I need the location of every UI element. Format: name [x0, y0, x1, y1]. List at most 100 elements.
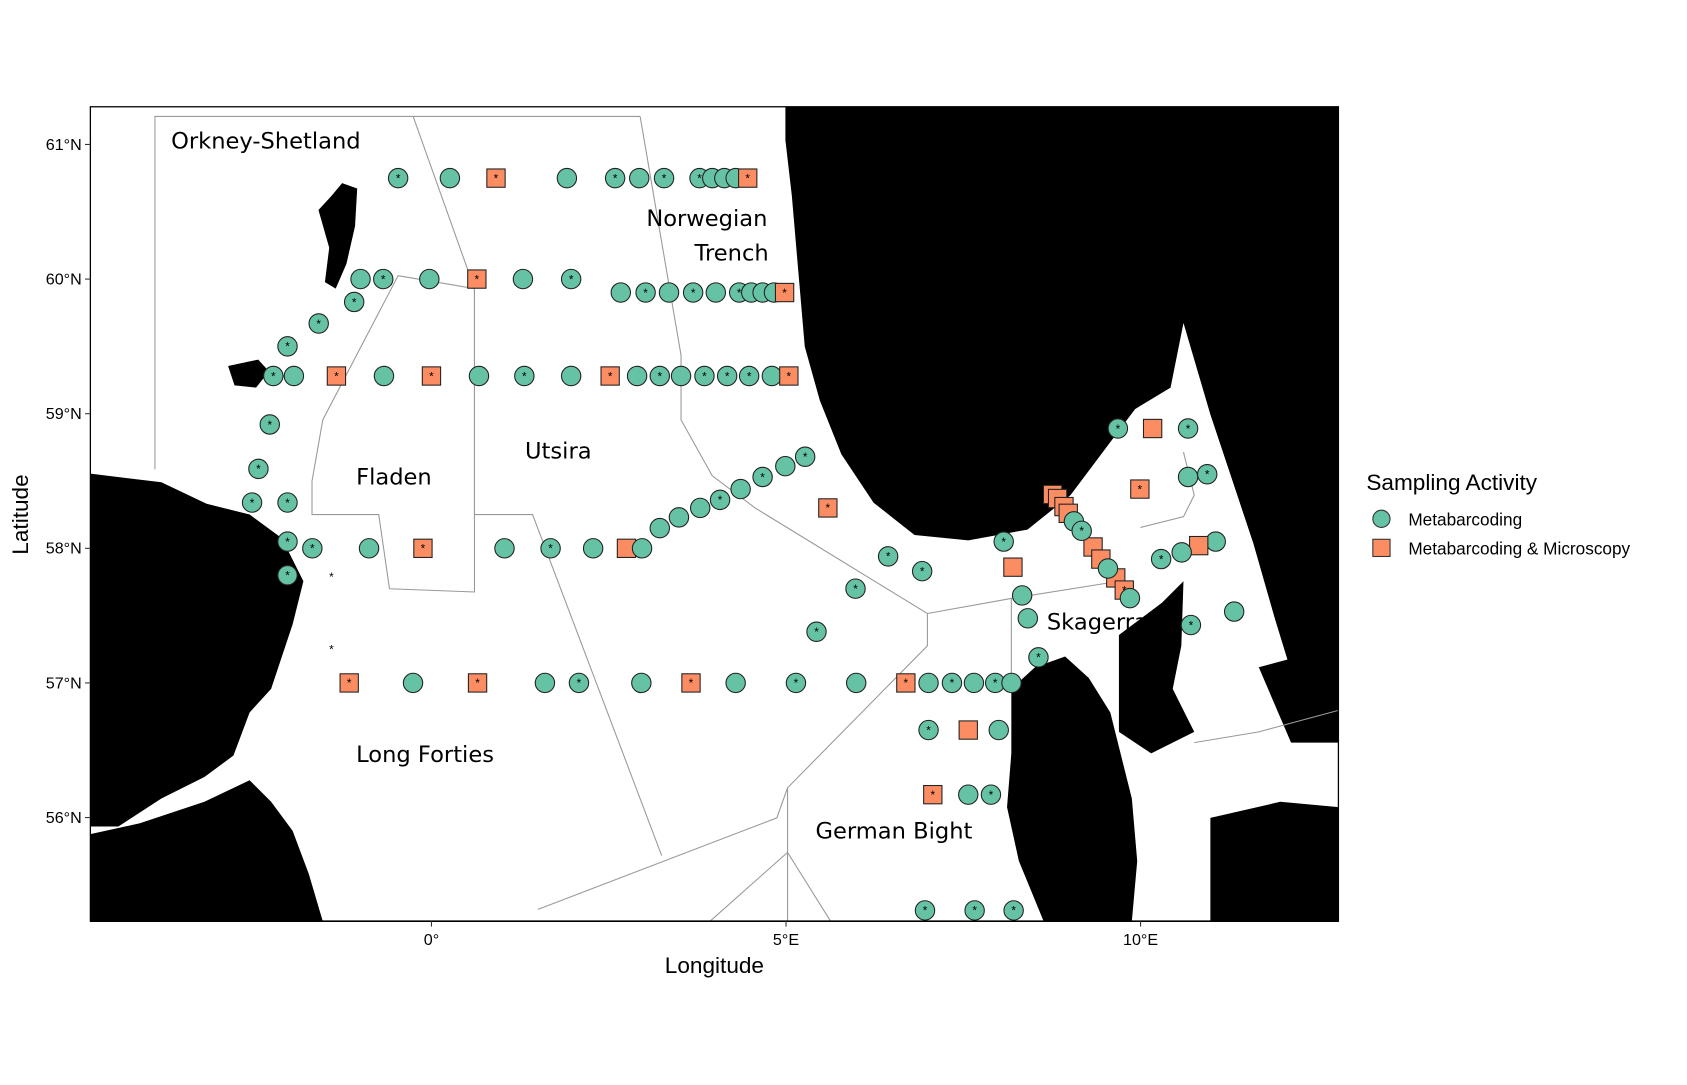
station-metabarcoding	[277, 336, 298, 357]
asterisk-mark: *	[569, 272, 574, 286]
station-metabarcoding	[682, 282, 704, 303]
asterisk-mark: *	[329, 570, 334, 584]
station-metabarcoding	[1119, 587, 1141, 609]
asterisk-mark: *	[250, 496, 255, 510]
station-metabarcoding	[980, 784, 1002, 805]
station-metabarcoding-microscopy	[1130, 479, 1150, 499]
legend-circle-icon	[1372, 509, 1391, 528]
asterisk-mark: *	[475, 272, 480, 286]
station-metabarcoding	[308, 313, 329, 334]
asterisk-mark: *	[697, 171, 702, 185]
station-metabarcoding	[1003, 900, 1024, 921]
station-metabarcoding	[941, 672, 963, 694]
land	[90, 106, 1339, 922]
station-metabarcoding-microscopy	[326, 366, 347, 386]
station-metabarcoding	[752, 466, 773, 488]
x-tick-label: 10°E	[1123, 931, 1158, 949]
asterisk-mark: *	[271, 369, 276, 383]
station-metabarcoding-microscopy	[1189, 535, 1209, 556]
station-metabarcoding	[1171, 542, 1192, 563]
asterisk-mark: *	[347, 676, 352, 690]
asterisk-mark: *	[285, 340, 290, 354]
asterisk-mark: *	[814, 625, 819, 639]
region-label-fladen: Fladen	[356, 464, 432, 490]
asterisk-mark: *	[1011, 904, 1016, 918]
y-tick-label: 60°N	[46, 270, 82, 288]
asterisk-mark: *	[1138, 482, 1143, 496]
station-metabarcoding	[419, 268, 440, 290]
station-metabarcoding	[1071, 520, 1092, 542]
station-metabarcoding-microscopy	[486, 168, 506, 188]
station-metabarcoding	[993, 531, 1014, 552]
station-metabarcoding	[263, 365, 284, 387]
asterisk-mark: *	[285, 535, 290, 549]
station-metabarcoding-microscopy	[896, 673, 916, 693]
land-scandinavia	[785, 106, 1339, 743]
asterisk-mark: *	[886, 550, 891, 564]
station-metabarcoding	[540, 538, 561, 559]
land-jutland-north	[1118, 581, 1195, 754]
station-metabarcoding	[761, 365, 783, 387]
y-tick-label: 57°N	[46, 674, 82, 692]
station-metabarcoding	[709, 489, 731, 511]
region-boundaries	[154, 115, 1339, 922]
y-tick-label: 58°N	[46, 540, 82, 558]
station-metabarcoding	[877, 546, 899, 567]
station-metabarcoding	[283, 365, 305, 387]
station-metabarcoding	[988, 719, 1009, 741]
asterisk-mark: *	[1189, 618, 1194, 632]
station-metabarcoding	[649, 365, 671, 387]
station-metabarcoding-microscopy	[467, 673, 488, 693]
asterisk-mark: *	[475, 676, 480, 690]
asterisk-mark: *	[747, 369, 752, 383]
station-metabarcoding	[918, 672, 939, 694]
station-metabarcoding	[658, 282, 680, 303]
station-metabarcoding	[794, 446, 816, 467]
station-metabarcoding	[775, 455, 796, 477]
station-metabarcoding	[635, 282, 656, 303]
station-metabarcoding	[560, 268, 582, 290]
station-metabarcoding	[964, 900, 985, 921]
station-metabarcoding	[604, 167, 626, 189]
asterisk-mark: *	[853, 582, 858, 596]
region-label-orkney-shetland: Orkney-Shetland	[171, 129, 361, 155]
asterisk-mark: *	[608, 369, 613, 383]
asterisk-mark: *	[826, 501, 831, 515]
station-metabarcoding	[259, 414, 281, 435]
station-metabarcoding-microscopy	[600, 366, 620, 386]
station-metabarcoding	[716, 365, 738, 387]
asterisk-mark: *	[794, 676, 799, 690]
station-metabarcoding	[725, 672, 746, 694]
station-metabarcoding	[610, 282, 632, 303]
station-metabarcoding-microscopy	[413, 538, 433, 558]
asterisk-mark: *	[310, 542, 315, 556]
land-shetland	[318, 183, 358, 289]
asterisk-mark: *	[285, 569, 290, 583]
asterisk-mark: *	[972, 904, 977, 918]
station-metabarcoding	[1177, 466, 1199, 488]
station-metabarcoding-microscopy	[958, 720, 978, 740]
region-label-german-bight: German Bight	[816, 818, 973, 844]
asterisk-mark: *	[256, 462, 261, 476]
station-metabarcoding	[670, 365, 692, 387]
asterisk-mark: *	[760, 470, 765, 484]
asterisk-mark: *	[316, 317, 321, 331]
station-metabarcoding	[1197, 464, 1218, 485]
asterisk-mark: *	[718, 493, 723, 507]
station-metabarcoding	[1097, 558, 1119, 579]
station-metabarcoding-microscopy	[923, 784, 943, 805]
region-label-skagerrak: Skagerrak	[1047, 610, 1162, 636]
asterisk-mark: *	[745, 171, 750, 185]
station-metabarcoding	[785, 672, 807, 694]
station-markers: * * * * * * * * * * * * * * * * * * * * * * * * * * * * * * * * * * * * * * * *…	[241, 167, 1245, 921]
asterisk-mark: *	[1186, 422, 1191, 436]
station-metabarcoding	[914, 900, 936, 921]
asterisk-mark: *	[923, 904, 928, 918]
station-metabarcoding	[631, 538, 653, 559]
station-metabarcoding	[560, 365, 582, 387]
asterisk-mark: *	[643, 286, 648, 300]
station-metabarcoding	[689, 497, 711, 519]
station-metabarcoding-microscopy	[421, 366, 442, 386]
asterisk-mark: *	[689, 676, 694, 690]
land-orkney	[228, 359, 269, 388]
